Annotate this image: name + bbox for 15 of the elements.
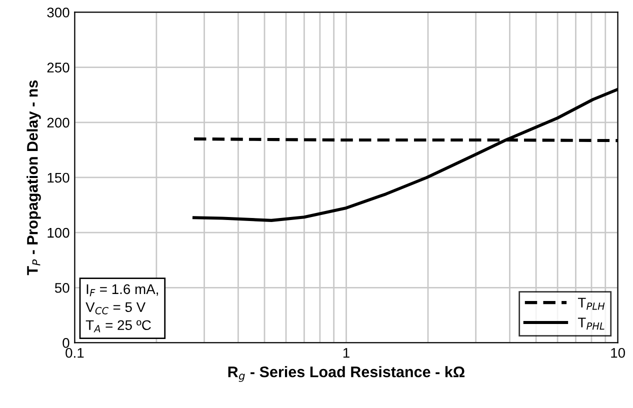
y-tick-label: 100 bbox=[48, 228, 70, 238]
legend-label: T$_{PHL}$ bbox=[578, 318, 604, 330]
x-tick-label: 0.1 bbox=[66, 348, 84, 358]
y-tick-label: 300 bbox=[47, 8, 70, 18]
legend-label: T$_{PLH}$ bbox=[578, 298, 605, 310]
x-tick-label: 10 bbox=[611, 348, 625, 358]
y-tick-label: 150 bbox=[48, 172, 70, 183]
x-tick-label: 1 bbox=[343, 348, 350, 358]
y-tick-label: 200 bbox=[47, 118, 70, 128]
text: I$_{F}$ = 1.6 mA, V$_{CC}$ = 5 V T$_{A}$ = 25 ºC bbox=[86, 284, 158, 332]
y-tick-label: 250 bbox=[47, 62, 70, 72]
y-tick-label: 50 bbox=[54, 282, 70, 293]
x-axis-title: R$_{g}$ - Series Load Resistance - kΩ bbox=[228, 366, 465, 382]
y-tick-label: 0 bbox=[62, 338, 70, 348]
y-axis-title: T$_{P}$ - Propagation Delay - ns bbox=[26, 80, 41, 276]
